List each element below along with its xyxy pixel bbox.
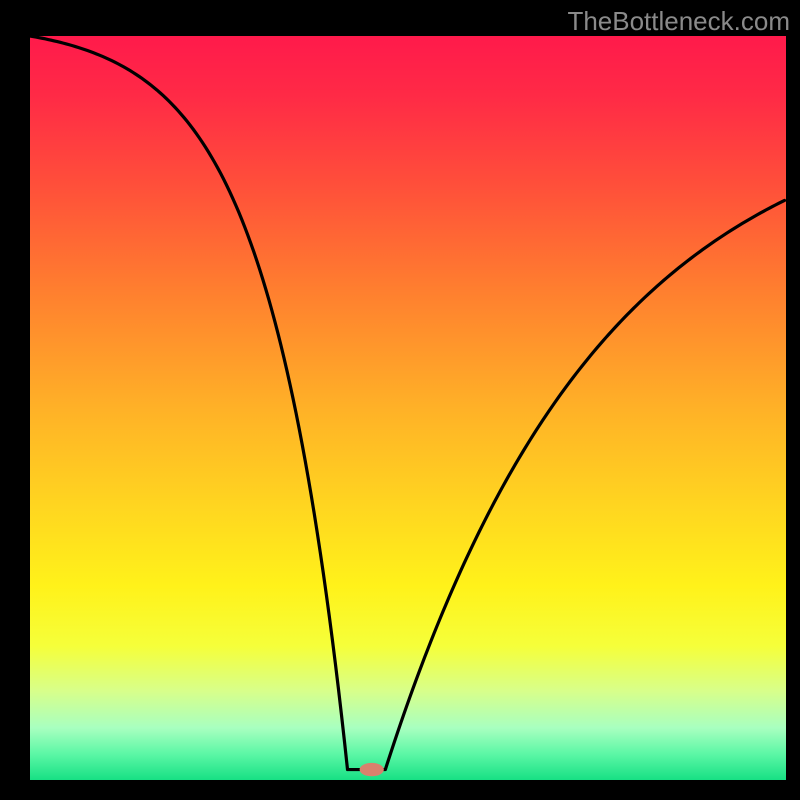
plot-area bbox=[30, 36, 786, 780]
watermark-text: TheBottleneck.com bbox=[567, 6, 790, 37]
curve-overlay bbox=[30, 36, 786, 780]
minimum-marker bbox=[360, 763, 384, 776]
bottleneck-curve bbox=[30, 36, 784, 770]
chart-container: TheBottleneck.com bbox=[0, 0, 800, 800]
